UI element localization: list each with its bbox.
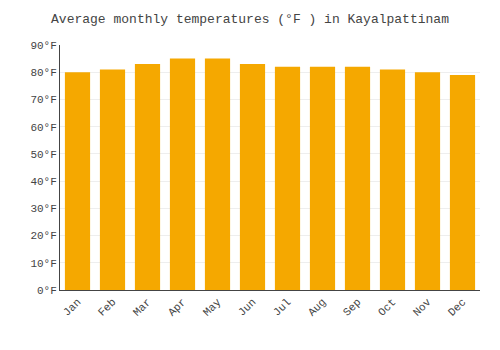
svg-text:Aug: Aug	[306, 296, 328, 318]
svg-text:Sep: Sep	[341, 296, 363, 318]
svg-text:Apr: Apr	[166, 296, 188, 318]
svg-text:0°F: 0°F	[37, 285, 57, 297]
svg-text:Jan: Jan	[61, 296, 83, 318]
svg-text:Jul: Jul	[271, 296, 293, 318]
svg-text:Mar: Mar	[131, 296, 153, 318]
svg-text:10°F: 10°F	[30, 258, 56, 270]
svg-text:Feb: Feb	[96, 296, 118, 318]
svg-text:60°F: 60°F	[30, 122, 56, 134]
svg-text:40°F: 40°F	[30, 176, 56, 188]
svg-text:30°F: 30°F	[30, 203, 56, 215]
svg-text:Jun: Jun	[236, 296, 258, 318]
svg-text:May: May	[201, 296, 224, 319]
svg-text:Average monthly temperatures (: Average monthly temperatures (°F ) in Ka…	[51, 12, 449, 27]
svg-text:50°F: 50°F	[30, 149, 56, 161]
svg-text:Nov: Nov	[411, 296, 434, 319]
svg-text:80°F: 80°F	[30, 67, 56, 79]
svg-text:90°F: 90°F	[30, 40, 56, 52]
svg-text:Dec: Dec	[446, 296, 468, 318]
svg-text:Oct: Oct	[376, 296, 398, 318]
svg-text:70°F: 70°F	[30, 94, 56, 106]
svg-text:20°F: 20°F	[30, 230, 56, 242]
